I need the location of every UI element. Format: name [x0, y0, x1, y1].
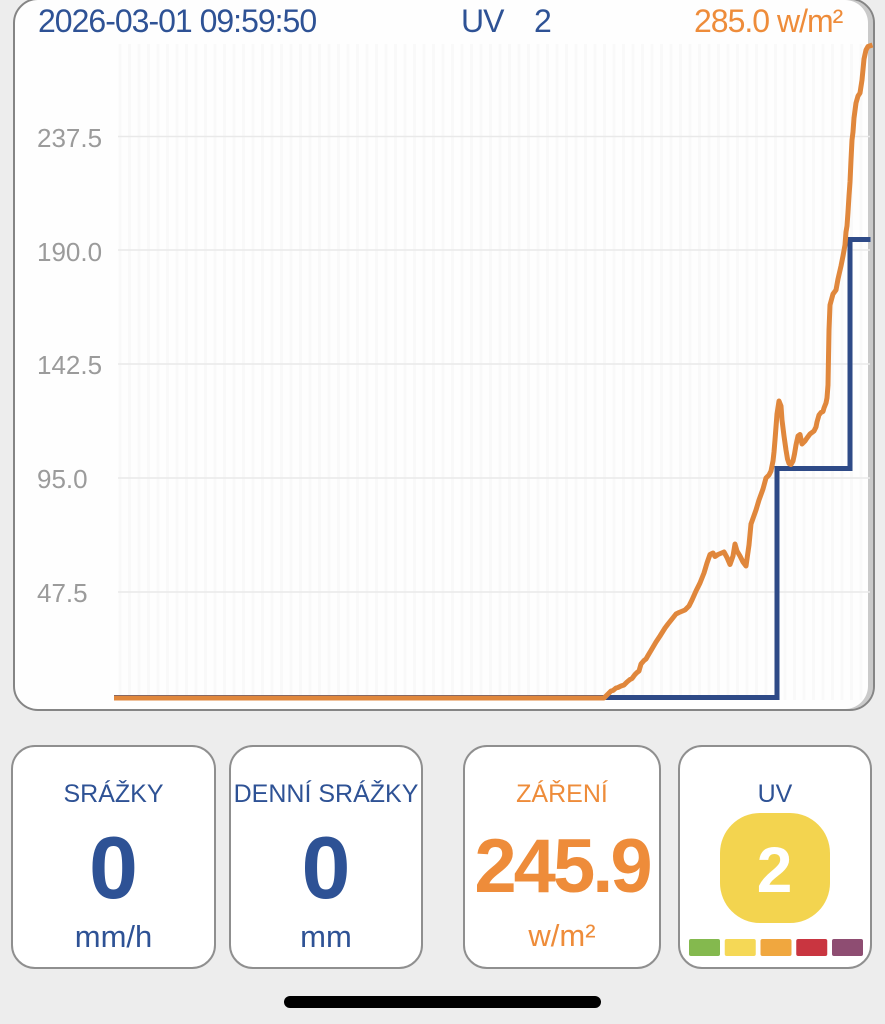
svg-text:2: 2	[757, 834, 793, 906]
